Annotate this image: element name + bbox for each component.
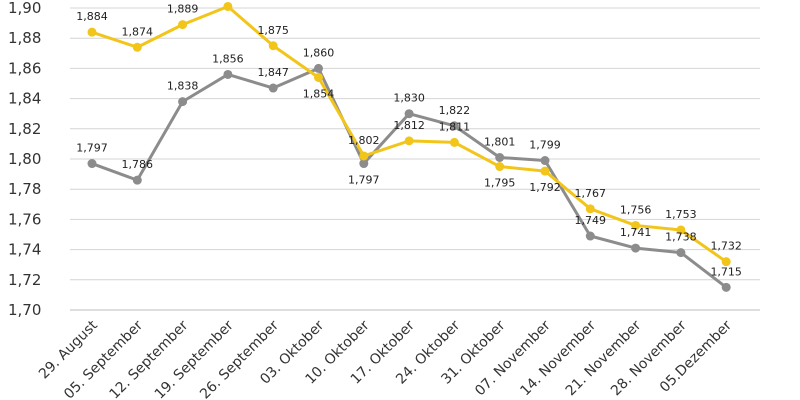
yellow-series-point [540, 166, 550, 176]
yellow-series-data-label: 1,811 [439, 120, 471, 133]
gray-series-data-label: 1,838 [167, 80, 199, 93]
gray-series-data-label: 1,856 [212, 52, 244, 65]
gray-series-point [449, 121, 459, 131]
gray-series-point [178, 97, 188, 107]
gray-series-point [223, 69, 233, 79]
yellow-series-point [721, 257, 731, 267]
yellow-series-data-label: 1,756 [620, 203, 652, 216]
data-labels: 1,8841,8741,8891,9011,8751,8541,8021,812… [76, 3, 742, 279]
y-tick-label: 1,74 [8, 241, 41, 259]
y-tick-label: 1,78 [8, 180, 41, 198]
yellow-series-data-label: 1,795 [484, 177, 516, 190]
yellow-series-point [178, 20, 188, 30]
series-layer [87, 1, 731, 292]
gray-series-data-label: 1,738 [665, 231, 697, 244]
yellow-series-line [90, 4, 728, 264]
gray-series-data-label: 1,797 [348, 174, 380, 187]
gray-series-point [359, 159, 369, 169]
y-tick-label: 1,86 [8, 59, 41, 77]
gray-series-point [631, 243, 641, 253]
yellow-series-point [449, 137, 459, 147]
yellow-series-data-label: 1,767 [575, 187, 607, 200]
yellow-series-data-label: 1,812 [393, 119, 425, 132]
yellow-series-data-label: 1,732 [710, 240, 742, 253]
x-tick-label: 05. September [61, 317, 146, 400]
gray-series-data-label: 1,847 [257, 66, 289, 79]
yellow-series-data-label: 1,875 [257, 24, 289, 37]
yellow-series-point [404, 136, 414, 146]
yellow-series-point [676, 225, 686, 235]
grid-layer [70, 7, 760, 311]
y-tick-label: 1,72 [8, 271, 41, 289]
yellow-series-point [87, 27, 97, 37]
yellow-series-data-label: 1,792 [529, 181, 561, 194]
yellow-series-point [631, 220, 641, 230]
y-tick-label: 1,84 [8, 90, 41, 108]
gray-series-data-label: 1,797 [76, 142, 108, 155]
yellow-series-point [585, 204, 595, 214]
y-axis-ticks: 1,70 1,72 1,74 1,76 1,78 1,80 1,82 1,84 1,86 1,88… [8, 0, 41, 319]
gray-series-point [132, 175, 142, 185]
yellow-series-data-label: 1,874 [122, 25, 154, 38]
yellow-series-point [359, 151, 369, 161]
gray-series-point [404, 109, 414, 119]
yellow-series-data-label: 1,854 [303, 87, 335, 100]
gray-series-point [87, 159, 97, 169]
x-tick-label: 19. September [152, 317, 237, 400]
yellow-series-data-label: 1,802 [348, 134, 380, 147]
gray-series-point [721, 282, 731, 292]
y-tick-label: 1,82 [8, 120, 41, 138]
gray-series-data-label: 1,786 [122, 158, 154, 171]
yellow-series-data-label: 1,884 [76, 10, 108, 23]
gray-series-point [585, 231, 595, 241]
gray-series-point [268, 83, 278, 93]
gray-series-point [540, 156, 550, 166]
y-tick-label: 1,70 [8, 301, 41, 319]
yellow-series-point [268, 41, 278, 51]
y-tick-label: 1,80 [8, 150, 41, 168]
x-tick-label: 26. September [197, 317, 282, 400]
yellow-series-point [132, 42, 142, 52]
y-tick-label: 1,90 [8, 0, 41, 17]
yellow-series-point [495, 162, 505, 172]
y-tick-label: 1,88 [8, 29, 41, 47]
gray-series-data-label: 1,799 [529, 139, 561, 152]
gray-series-data-label: 1,715 [710, 265, 742, 278]
gray-series-point [676, 248, 686, 258]
yellow-series-data-label: 1,889 [167, 3, 199, 16]
yellow-series-data-label: 1,753 [665, 208, 697, 221]
yellow-series-point [314, 72, 323, 82]
gray-series-data-label: 1,830 [393, 92, 425, 105]
x-tick-label: 12. September [106, 317, 191, 400]
gray-series-data-label: 1,801 [484, 135, 516, 148]
gray-series-point [314, 63, 323, 73]
gray-series-data-label: 1,741 [620, 226, 652, 239]
y-tick-label: 1,76 [8, 210, 41, 228]
gray-series-data-label: 1,860 [303, 46, 335, 59]
gray-series-data-label: 1,749 [575, 214, 607, 227]
yellow-series-point [223, 1, 233, 11]
gray-series-point [495, 152, 505, 162]
gray-series-data-label: 1,822 [439, 104, 471, 117]
